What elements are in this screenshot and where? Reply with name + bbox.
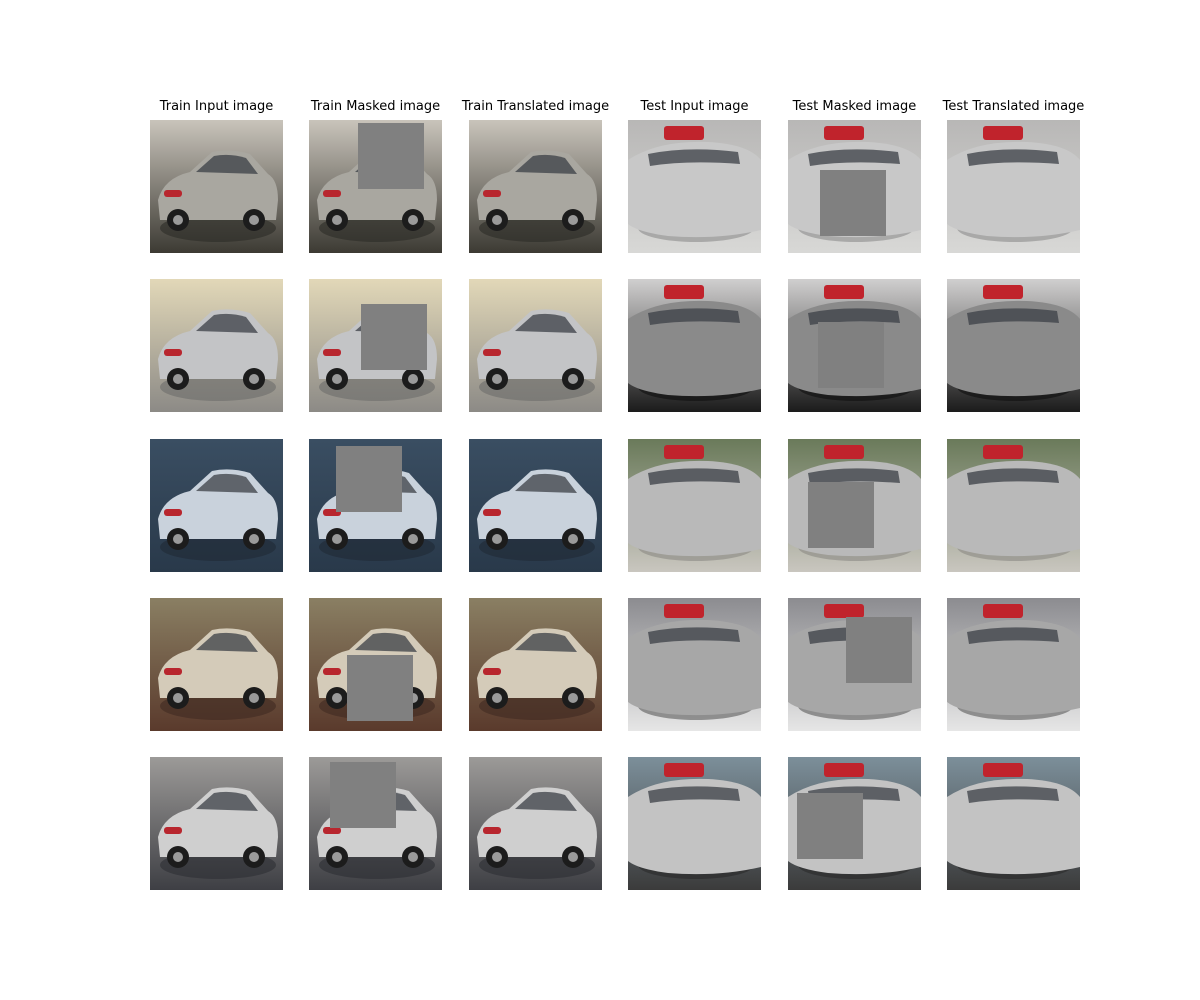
test-input-image-row-1 — [628, 120, 761, 253]
test-translated-image-row-2 — [947, 279, 1080, 412]
column-title-2: Train Masked image — [310, 99, 441, 114]
train-input-image-row-5 — [150, 757, 283, 890]
train-masked-image-row-1 — [309, 120, 442, 253]
mask-square — [358, 123, 424, 189]
train-input-image-row-1 — [150, 120, 283, 253]
column-title-5: Test Masked image — [792, 99, 917, 114]
column-title-1: Train Input image — [159, 99, 274, 114]
mask-square — [361, 304, 427, 370]
train-input-image-row-2 — [150, 279, 283, 412]
test-masked-image-row-3 — [788, 439, 921, 572]
mask-square — [820, 170, 886, 236]
mask-square — [330, 762, 396, 828]
train-masked-image-row-2 — [309, 279, 442, 412]
column-title-6: Test Translated image — [942, 99, 1085, 114]
train-translated-image-row-5 — [469, 757, 602, 890]
mask-square — [818, 322, 884, 388]
mask-square — [808, 482, 874, 548]
test-input-image-row-2 — [628, 279, 761, 412]
test-translated-image-row-3 — [947, 439, 1080, 572]
test-translated-image-row-5 — [947, 757, 1080, 890]
mask-square — [336, 446, 402, 512]
test-translated-image-row-4 — [947, 598, 1080, 731]
test-masked-image-row-1 — [788, 120, 921, 253]
train-masked-image-row-5 — [309, 757, 442, 890]
train-input-image-row-3 — [150, 439, 283, 572]
train-input-image-row-4 — [150, 598, 283, 731]
mask-square — [347, 655, 413, 721]
test-masked-image-row-2 — [788, 279, 921, 412]
mask-square — [797, 793, 863, 859]
column-title-4: Test Input image — [640, 99, 749, 114]
column-title-3: Train Translated image — [461, 99, 610, 114]
train-masked-image-row-4 — [309, 598, 442, 731]
train-translated-image-row-2 — [469, 279, 602, 412]
test-translated-image-row-1 — [947, 120, 1080, 253]
train-translated-image-row-1 — [469, 120, 602, 253]
test-masked-image-row-4 — [788, 598, 921, 731]
train-translated-image-row-3 — [469, 439, 602, 572]
test-masked-image-row-5 — [788, 757, 921, 890]
train-translated-image-row-4 — [469, 598, 602, 731]
test-input-image-row-5 — [628, 757, 761, 890]
test-input-image-row-4 — [628, 598, 761, 731]
test-input-image-row-3 — [628, 439, 761, 572]
train-masked-image-row-3 — [309, 439, 442, 572]
mask-square — [846, 617, 912, 683]
